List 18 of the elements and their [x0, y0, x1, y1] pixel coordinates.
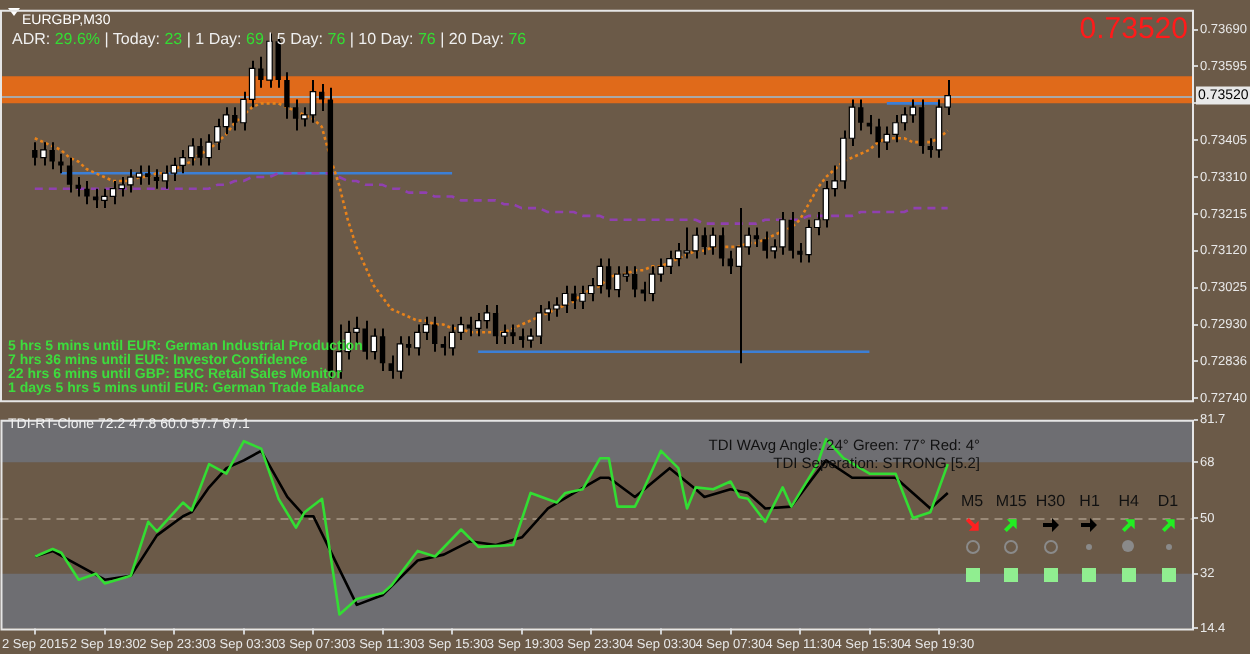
annotation: D1 — [1157, 492, 1179, 510]
candlestick — [66, 156, 73, 194]
annotation: H30 — [1035, 492, 1066, 510]
candlestick — [440, 335, 447, 357]
annotation: H4 — [1118, 492, 1140, 510]
candlestick — [718, 226, 725, 268]
annotation: M5 — [960, 492, 984, 510]
candlestick — [284, 71, 290, 120]
candlestick — [866, 113, 873, 136]
annotation: M15 — [995, 492, 1027, 510]
annotation: H1 — [1079, 492, 1100, 510]
candlestick — [84, 179, 90, 206]
candlestick — [918, 98, 925, 155]
candlestick — [379, 327, 386, 373]
candlestick — [631, 265, 638, 299]
candlestick — [75, 176, 81, 198]
text: ADR: 29.6% | Today: 23 | 1 Day: 69 | 5 Day: 76 | 10 Day: 76 | 20 Day: 76 — [12, 30, 527, 48]
annotation: 0.73520 — [1079, 12, 1188, 46]
